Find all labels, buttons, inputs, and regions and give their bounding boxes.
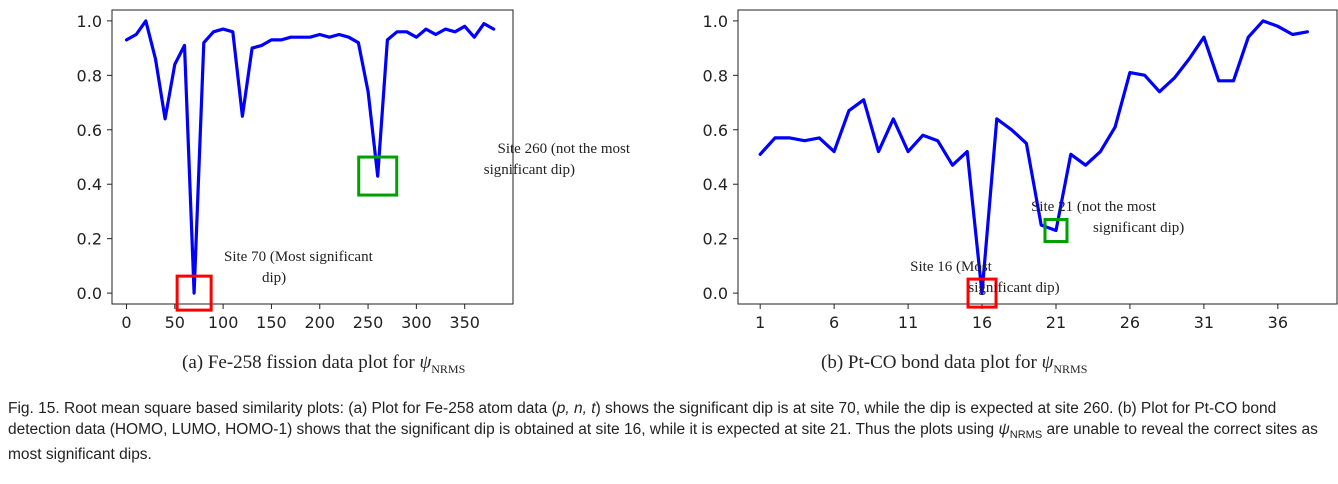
x-tick-label-b: 6 bbox=[829, 313, 839, 332]
subcaption-b-text: (b) Pt-CO bond data plot for bbox=[821, 352, 1037, 373]
y-tick-label-a: 1.0 bbox=[77, 12, 102, 31]
caption-psi: ψ bbox=[998, 420, 1010, 438]
x-tick-label-a: 50 bbox=[165, 313, 185, 332]
subcaption-b-psi-sub: NRMS bbox=[1053, 361, 1088, 376]
series-line-b bbox=[758, 19, 1310, 295]
y-tick-label-a: 0.0 bbox=[77, 284, 102, 303]
subcaption-a-text: (a) Fe-258 fission data plot for bbox=[182, 352, 415, 373]
y-tick-label-b: 0.8 bbox=[703, 66, 728, 85]
subcaption-a-psi-sub: NRMS bbox=[431, 361, 466, 376]
subcaption-b: (b) Pt-CO bond data plot for ψNRMS bbox=[821, 352, 1087, 377]
caption-lead: Fig. 15. Root mean square based similari… bbox=[8, 400, 557, 417]
y-tick-label-a: 0.8 bbox=[77, 66, 102, 85]
x-tick-label-a: 200 bbox=[304, 313, 335, 332]
subcaption-b-psi: ψ bbox=[1041, 352, 1054, 373]
x-tick-label-b: 21 bbox=[1046, 313, 1066, 332]
annotation-label-a-1: significant dip) bbox=[484, 162, 575, 178]
x-tick-label-b: 1 bbox=[755, 313, 765, 332]
annotation-label-b-0: Site 16 (Most bbox=[910, 259, 993, 275]
annotation-label-b-1: Site 21 (not the most bbox=[1031, 199, 1157, 215]
x-tick-label-a: 150 bbox=[256, 313, 287, 332]
highlight-box-b-0 bbox=[966, 277, 998, 309]
x-tick-label-a: 250 bbox=[353, 313, 384, 332]
x-tick-label-b: 26 bbox=[1120, 313, 1140, 332]
annotation-label-a-1: Site 260 (not the most bbox=[498, 141, 631, 157]
subcaption-a-psi: ψ bbox=[419, 352, 432, 373]
subcaption-a: (a) Fe-258 fission data plot for ψNRMS bbox=[182, 352, 465, 377]
annotation-label-a-0: Site 70 (Most significant bbox=[224, 249, 374, 265]
annotation-label-b-0: significant dip) bbox=[968, 280, 1059, 296]
y-tick-label-a: 0.2 bbox=[77, 230, 102, 249]
caption-tail: are unable to reveal the correct sites a… bbox=[8, 420, 1318, 464]
y-tick-label-b: 0.2 bbox=[703, 230, 728, 249]
y-tick-label-b: 1.0 bbox=[703, 12, 728, 31]
caption-vars: p, n, t bbox=[556, 400, 596, 417]
caption-psi-sub: NRMS bbox=[1009, 428, 1043, 441]
annotation-label-b-1: significant dip) bbox=[1093, 220, 1184, 236]
y-tick-label-a: 0.6 bbox=[77, 121, 102, 140]
y-tick-label-a: 0.4 bbox=[77, 175, 102, 194]
plot-frame-a bbox=[111, 9, 514, 305]
x-tick-label-a: 100 bbox=[208, 313, 239, 332]
figure-caption: Fig. 15. Root mean square based similari… bbox=[8, 399, 1330, 466]
highlight-box-a-0 bbox=[175, 274, 213, 312]
x-tick-label-b: 36 bbox=[1268, 313, 1288, 332]
chart-fe258: 0.0 0.2 0.4 0.6 0.8 1.0 0 50 100 150 200 250 300 350 S… bbox=[77, 9, 631, 332]
x-tick-label-b: 11 bbox=[898, 313, 918, 332]
x-tick-label-a: 350 bbox=[449, 313, 480, 332]
series-line-a bbox=[124, 19, 496, 295]
y-tick-label-b: 0.0 bbox=[703, 284, 728, 303]
highlight-box-a-1 bbox=[357, 155, 399, 197]
y-tick-label-b: 0.6 bbox=[703, 121, 728, 140]
highlight-box-b-1 bbox=[1043, 218, 1069, 243]
y-tick-label-b: 0.4 bbox=[703, 175, 728, 194]
x-tick-label-b: 16 bbox=[972, 313, 992, 332]
x-tick-label-a: 300 bbox=[401, 313, 432, 332]
plot-frame-b bbox=[737, 9, 1338, 305]
annotation-label-a-0: dip) bbox=[262, 270, 286, 286]
x-tick-label-a: 0 bbox=[121, 313, 131, 332]
caption-mid: ) shows the significant dip is at site 7… bbox=[8, 400, 1277, 438]
x-tick-label-b: 31 bbox=[1194, 313, 1214, 332]
